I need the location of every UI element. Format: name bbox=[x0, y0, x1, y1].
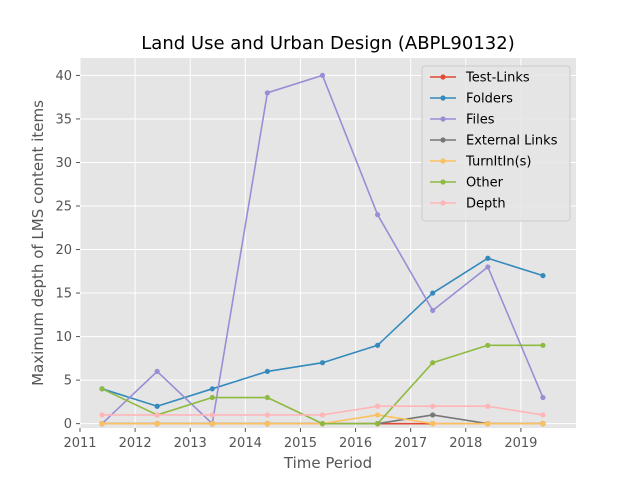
y-tick-label: 20 bbox=[55, 243, 72, 258]
data-point-depth bbox=[430, 403, 436, 409]
legend-marker bbox=[440, 200, 446, 206]
x-tick-label: 2016 bbox=[339, 436, 372, 451]
x-tick-label: 2012 bbox=[119, 436, 152, 451]
legend-item-folders: Folders bbox=[430, 92, 513, 107]
data-point-other bbox=[540, 342, 546, 348]
y-axis-label: Maximum depth of LMS content items bbox=[29, 100, 47, 386]
data-point-folders bbox=[375, 342, 381, 348]
legend-marker bbox=[440, 158, 446, 164]
legend-item-depth: Depth bbox=[430, 197, 506, 212]
y-tick-label: 25 bbox=[55, 200, 72, 215]
legend-label: External Links bbox=[466, 134, 558, 149]
data-point-depth bbox=[375, 403, 381, 409]
data-point-other bbox=[485, 342, 491, 348]
data-point-folders bbox=[485, 255, 491, 261]
x-tick-label: 2014 bbox=[229, 436, 262, 451]
series-depth bbox=[99, 403, 546, 418]
x-tick-label: 2017 bbox=[394, 436, 427, 451]
legend-item-external-links: External Links bbox=[430, 134, 558, 149]
y-tick-label: 40 bbox=[55, 69, 72, 84]
y-tick-label: 5 bbox=[64, 374, 72, 389]
data-point-turnitin-s bbox=[154, 421, 160, 427]
data-point-folders bbox=[264, 368, 270, 375]
data-point-files bbox=[485, 264, 491, 270]
data-point-turnitin-s bbox=[209, 421, 215, 427]
data-point-folders bbox=[319, 360, 326, 366]
data-point-depth bbox=[99, 412, 105, 418]
x-tick-label: 2018 bbox=[449, 436, 482, 451]
data-point-folders bbox=[540, 273, 546, 279]
data-point-other bbox=[375, 421, 381, 427]
legend-label: TurnItIn(s) bbox=[465, 155, 531, 170]
data-point-turnitin-s bbox=[540, 421, 546, 427]
data-point-turnitin-s bbox=[375, 412, 381, 418]
data-point-turnitin-s bbox=[99, 421, 105, 427]
data-point-files bbox=[264, 90, 270, 96]
data-point-folders bbox=[154, 403, 160, 409]
data-point-other bbox=[99, 386, 105, 392]
legend-marker bbox=[440, 116, 446, 122]
legend-label: Other bbox=[466, 176, 504, 191]
data-point-depth bbox=[264, 412, 270, 418]
data-point-depth bbox=[209, 412, 215, 418]
legend-label: Folders bbox=[466, 92, 513, 107]
y-tick-label: 15 bbox=[55, 287, 72, 302]
y-tick-label: 0 bbox=[64, 417, 72, 432]
data-point-other bbox=[319, 421, 326, 427]
series-layer bbox=[99, 72, 546, 427]
legend-label: Test-Links bbox=[465, 71, 530, 86]
data-point-depth bbox=[319, 412, 326, 418]
x-tick-label: 2013 bbox=[174, 436, 207, 451]
data-point-files bbox=[154, 368, 160, 375]
data-point-depth bbox=[540, 412, 546, 418]
x-tick-label: 2011 bbox=[63, 436, 96, 451]
data-point-external-links bbox=[430, 412, 436, 418]
legend-item-files: Files bbox=[430, 113, 495, 128]
data-point-files bbox=[540, 394, 546, 401]
y-axis-ticks: 0 5 10 15 20 25 30 35 40 bbox=[55, 69, 80, 432]
legend-marker bbox=[440, 137, 446, 143]
y-tick-label: 35 bbox=[55, 112, 72, 127]
legend-marker bbox=[440, 74, 446, 80]
chart-title: Land Use and Urban Design (ABPL90132) bbox=[141, 33, 514, 54]
data-point-turnitin-s bbox=[264, 421, 270, 427]
data-point-files bbox=[375, 212, 381, 218]
legend-label: Depth bbox=[466, 197, 506, 212]
legend: Test-Links Folders Files External Links Turn… bbox=[421, 65, 571, 222]
legend-label: Files bbox=[466, 113, 495, 128]
x-tick-label: 2019 bbox=[504, 436, 537, 451]
legend-marker bbox=[440, 179, 446, 185]
data-point-other bbox=[264, 394, 270, 401]
y-tick-label: 10 bbox=[55, 330, 72, 345]
legend-item-test-links: Test-Links bbox=[430, 71, 530, 86]
data-point-other bbox=[430, 360, 436, 366]
data-point-files bbox=[319, 72, 326, 79]
legend-box bbox=[421, 65, 571, 222]
data-point-folders bbox=[430, 290, 436, 296]
legend-item-other: Other bbox=[430, 176, 504, 191]
series-files bbox=[99, 72, 546, 427]
data-point-files bbox=[430, 307, 436, 314]
data-point-turnitin-s bbox=[430, 421, 436, 427]
data-point-folders bbox=[209, 386, 215, 392]
data-point-depth bbox=[485, 403, 491, 409]
data-point-turnitin-s bbox=[485, 421, 491, 427]
x-axis-ticks: 2011 2012 2013 2014 2015 2016 2017 2018 2019 bbox=[63, 428, 537, 451]
y-tick-label: 30 bbox=[55, 156, 72, 171]
data-point-depth bbox=[154, 412, 160, 418]
data-point-other bbox=[209, 394, 215, 401]
x-tick-label: 2015 bbox=[284, 436, 317, 451]
legend-marker bbox=[440, 95, 446, 101]
legend-item-turnitin-s: TurnItIn(s) bbox=[430, 155, 531, 170]
x-axis-label: Time Period bbox=[283, 454, 372, 472]
